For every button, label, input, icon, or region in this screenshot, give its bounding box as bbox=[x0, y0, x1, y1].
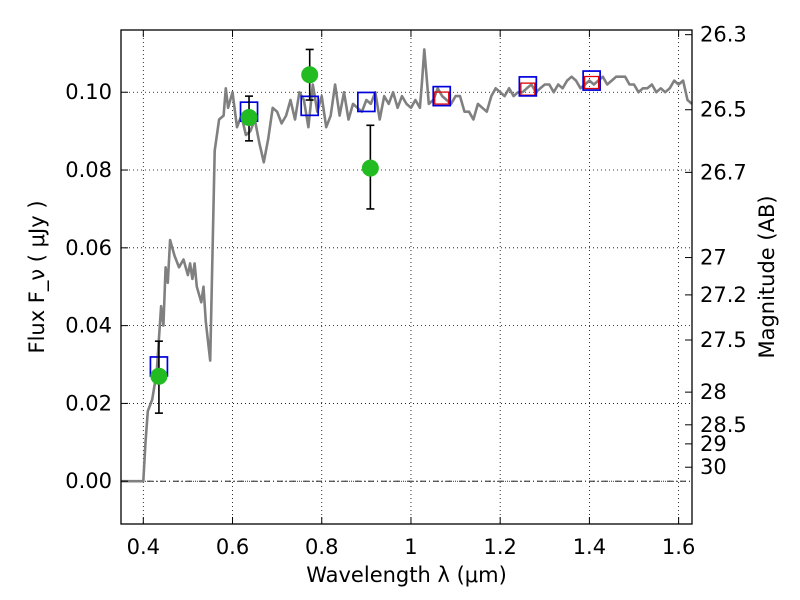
model-spectrum-layer bbox=[121, 48, 693, 483]
x-tick-label: 1.6 bbox=[662, 535, 695, 559]
plot-frame bbox=[120, 29, 693, 525]
right-tick-label: 27 bbox=[700, 246, 727, 270]
x-tick-label: 0.6 bbox=[216, 535, 249, 559]
right-tick-label: 29 bbox=[700, 432, 727, 456]
model-box bbox=[582, 70, 601, 91]
y-tick-label: 0.00 bbox=[65, 469, 112, 493]
x-tick-label: 1.2 bbox=[483, 535, 516, 559]
right-tick-label: 26.3 bbox=[700, 23, 747, 47]
x-tick-label: 0.4 bbox=[127, 535, 160, 559]
model-box-inner bbox=[434, 91, 450, 105]
observed-points-layer bbox=[150, 66, 379, 385]
observed-point bbox=[301, 66, 319, 84]
right-tick-label: 26.5 bbox=[700, 98, 747, 122]
observed-point bbox=[361, 159, 379, 177]
model-box bbox=[518, 76, 538, 97]
y-tick-label: 0.10 bbox=[65, 80, 112, 104]
observed-point bbox=[150, 367, 168, 385]
right-tick-label: 26.7 bbox=[700, 160, 747, 184]
y-tick-label: 0.08 bbox=[65, 158, 112, 182]
y-axis-ticks: 0.00 0.02 0.04 0.06 0.08 0.10 bbox=[65, 80, 128, 493]
model-box bbox=[357, 91, 376, 113]
model-spectrum-line bbox=[121, 48, 693, 483]
observed-point bbox=[240, 109, 258, 127]
model-box-inner bbox=[583, 75, 600, 90]
right-tick-label: 27.2 bbox=[700, 283, 747, 307]
y-tick-label: 0.02 bbox=[65, 391, 112, 415]
model-boxes-layer bbox=[149, 70, 601, 377]
right-tick-label: 27.5 bbox=[700, 328, 747, 352]
y-right-axis-label: Magnitude (AB) bbox=[755, 195, 779, 358]
y-tick-label: 0.06 bbox=[65, 236, 112, 260]
x-tick-label: 1.4 bbox=[573, 535, 606, 559]
x-axis-ticks: 0.4 0.6 0.8 1 1.2 1.4 1.6 bbox=[127, 30, 695, 559]
x-tick-label: 1 bbox=[404, 535, 417, 559]
y-tick-label: 0.04 bbox=[65, 314, 112, 338]
right-tick-label: 30 bbox=[700, 455, 727, 479]
right-tick-label: 28.5 bbox=[700, 413, 747, 437]
right-tick-label: 28 bbox=[700, 380, 727, 404]
x-tick-label: 0.8 bbox=[305, 535, 338, 559]
x-axis-label: Wavelength λ (μm) bbox=[306, 563, 507, 587]
y-axis-label: Flux F_ν ( μJy ) bbox=[25, 200, 50, 353]
model-box bbox=[432, 85, 452, 107]
